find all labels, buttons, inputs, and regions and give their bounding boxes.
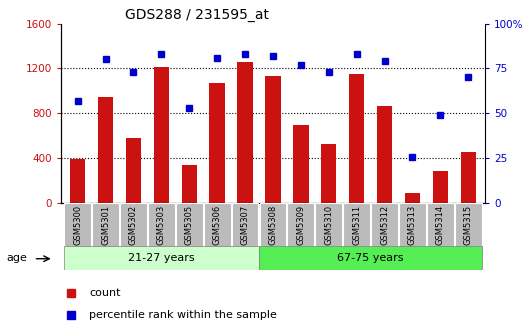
Bar <box>287 203 314 247</box>
Bar <box>293 125 308 203</box>
Bar <box>315 203 342 247</box>
Text: GSM5310: GSM5310 <box>324 205 333 245</box>
Bar <box>64 203 91 247</box>
Text: age: age <box>6 253 27 263</box>
Bar <box>266 76 280 203</box>
Text: 67-75 years: 67-75 years <box>337 253 404 263</box>
Bar <box>399 203 426 247</box>
Text: GSM5307: GSM5307 <box>241 205 250 245</box>
Text: GSM5303: GSM5303 <box>157 205 166 245</box>
Bar <box>204 203 231 247</box>
Text: GSM5306: GSM5306 <box>213 205 222 245</box>
Bar <box>455 203 482 247</box>
Text: GSM5309: GSM5309 <box>296 205 305 245</box>
Bar <box>182 165 197 203</box>
Bar <box>259 246 482 270</box>
Bar <box>154 67 169 203</box>
Bar <box>64 246 259 270</box>
Text: GDS288 / 231595_at: GDS288 / 231595_at <box>125 8 269 23</box>
Bar <box>461 152 476 203</box>
Bar <box>427 203 454 247</box>
Bar <box>148 203 175 247</box>
Bar <box>432 171 448 203</box>
Text: GSM5302: GSM5302 <box>129 205 138 245</box>
Bar <box>209 83 225 203</box>
Bar <box>232 203 259 247</box>
Text: percentile rank within the sample: percentile rank within the sample <box>89 310 277 320</box>
Bar <box>321 144 337 203</box>
Text: count: count <box>89 288 120 298</box>
Bar <box>371 203 398 247</box>
Text: GSM5312: GSM5312 <box>380 205 389 245</box>
Text: GSM5313: GSM5313 <box>408 205 417 245</box>
Text: GSM5305: GSM5305 <box>185 205 194 245</box>
Text: GSM5300: GSM5300 <box>73 205 82 245</box>
Bar <box>405 193 420 203</box>
Bar <box>120 203 147 247</box>
Bar <box>98 96 113 203</box>
Bar <box>176 203 202 247</box>
Text: GSM5311: GSM5311 <box>352 205 361 245</box>
Bar <box>349 74 364 203</box>
Bar <box>377 106 392 203</box>
Bar <box>237 62 253 203</box>
Text: 21-27 years: 21-27 years <box>128 253 195 263</box>
Text: GSM5301: GSM5301 <box>101 205 110 245</box>
Text: GSM5314: GSM5314 <box>436 205 445 245</box>
Bar <box>126 138 141 203</box>
Text: GSM5308: GSM5308 <box>269 205 277 245</box>
Text: GSM5315: GSM5315 <box>464 205 473 245</box>
Bar <box>260 203 286 247</box>
Bar <box>343 203 370 247</box>
Bar <box>70 160 85 203</box>
Bar <box>92 203 119 247</box>
